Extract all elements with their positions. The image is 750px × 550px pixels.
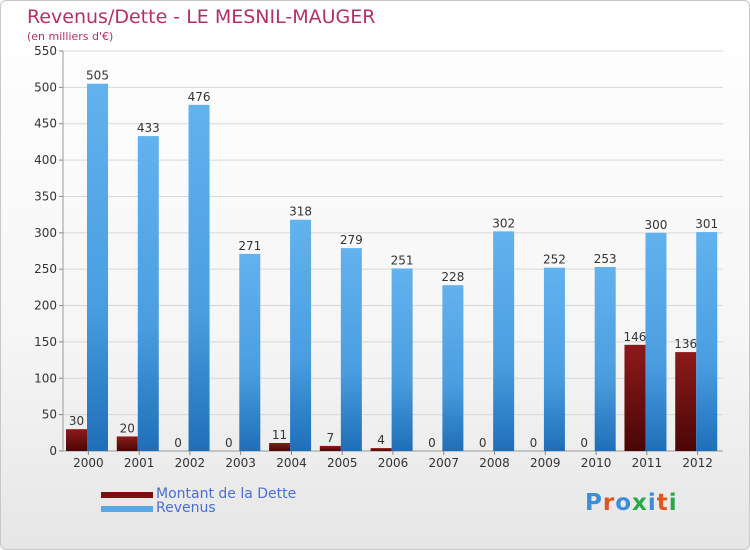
data-label-revenue: 300 <box>645 218 668 232</box>
bar-debt <box>66 429 87 451</box>
legend-swatch-revenue <box>101 506 153 512</box>
bar-debt <box>624 344 646 451</box>
legend-item-debt: Montant de la Dette <box>101 486 401 503</box>
y-tick-label: 450 <box>34 117 57 131</box>
data-label-debt: 0 <box>225 436 233 450</box>
bar-revenue <box>645 232 667 451</box>
x-tick-label: 2005 <box>327 456 358 470</box>
x-tick-label: 2004 <box>276 456 307 470</box>
legend-label-revenue: Revenus <box>156 500 216 516</box>
data-label-revenue: 476 <box>188 90 211 104</box>
bar-revenue <box>594 267 616 451</box>
chart-subtitle: (en milliers d'€) <box>27 30 114 43</box>
bar-debt <box>269 443 291 451</box>
logo-letter: t <box>656 490 669 516</box>
bar-revenue <box>391 268 413 451</box>
bar-revenue <box>340 248 362 451</box>
data-label-debt: 146 <box>624 330 647 344</box>
data-label-revenue: 228 <box>441 270 464 284</box>
data-label-revenue: 251 <box>391 253 414 267</box>
bar-revenue <box>137 136 159 451</box>
data-label-revenue: 253 <box>594 252 617 266</box>
data-label-debt: 20 <box>120 421 135 435</box>
y-tick-label: 300 <box>34 226 57 240</box>
x-tick-label: 2000 <box>73 456 104 470</box>
x-tick-label: 2009 <box>530 456 561 470</box>
bar-revenue <box>696 232 718 451</box>
data-label-debt: 30 <box>69 414 84 428</box>
data-label-revenue: 318 <box>289 205 312 219</box>
x-tick-label: 2008 <box>479 456 510 470</box>
data-label-revenue: 252 <box>543 253 566 267</box>
y-tick-label: 50 <box>42 408 57 422</box>
x-tick-label: 2007 <box>428 456 459 470</box>
data-label-debt: 0 <box>530 436 538 450</box>
y-tick-label: 500 <box>34 80 57 94</box>
legend-label-debt: Montant de la Dette <box>156 486 297 502</box>
x-tick-label: 2001 <box>124 456 155 470</box>
logo-letter: r <box>602 490 616 516</box>
logo-letter: i <box>647 490 657 516</box>
bar-debt <box>370 448 392 451</box>
y-tick-label: 550 <box>34 44 57 58</box>
data-label-debt: 136 <box>674 337 697 351</box>
logo-letter: x <box>632 490 648 516</box>
logo-letter: i <box>668 490 678 516</box>
x-tick-label: 2003 <box>225 456 256 470</box>
chart-title: Revenus/Dette - LE MESNIL-MAUGER <box>27 6 376 28</box>
bar-debt <box>319 445 341 451</box>
bar-debt <box>675 352 697 451</box>
y-tick-label: 150 <box>34 335 57 349</box>
x-tick-label: 2010 <box>581 456 612 470</box>
x-tick-label: 2006 <box>378 456 409 470</box>
x-tick-label: 2002 <box>175 456 206 470</box>
data-label-revenue: 433 <box>137 121 160 135</box>
bar-revenue <box>543 267 565 451</box>
bar-revenue <box>442 285 464 451</box>
bar-revenue <box>87 83 108 452</box>
data-label-debt: 0 <box>174 436 182 450</box>
x-tick-label: 2012 <box>682 456 713 470</box>
y-tick-label: 0 <box>49 444 57 458</box>
data-label-revenue: 505 <box>86 69 109 83</box>
logo-letter: o <box>615 490 633 516</box>
legend-swatch-debt <box>101 492 153 498</box>
y-tick-label: 350 <box>34 189 57 203</box>
bar-revenue <box>188 104 210 452</box>
data-label-revenue: 301 <box>695 217 718 231</box>
proxiti-logo: Proxiti <box>585 490 678 516</box>
data-label-debt: 7 <box>327 431 335 445</box>
data-label-debt: 0 <box>428 436 436 450</box>
data-label-debt: 0 <box>479 436 487 450</box>
data-label-revenue: 279 <box>340 233 363 247</box>
bar-revenue <box>493 231 515 451</box>
data-label-debt: 11 <box>272 428 287 442</box>
data-label-debt: 4 <box>377 433 385 447</box>
logo-letter: P <box>585 490 603 516</box>
data-label-revenue: 271 <box>238 239 261 253</box>
x-tick-label: 2011 <box>632 456 663 470</box>
y-tick-label: 100 <box>34 371 57 385</box>
data-label-debt: 0 <box>580 436 588 450</box>
y-tick-label: 400 <box>34 153 57 167</box>
legend-item-revenue: Revenus <box>101 500 401 517</box>
y-tick-label: 250 <box>34 262 57 276</box>
bar-revenue <box>239 253 261 451</box>
y-tick-label: 200 <box>34 299 57 313</box>
data-label-revenue: 302 <box>492 216 515 230</box>
bar-revenue <box>290 219 312 451</box>
bar-debt <box>116 436 138 451</box>
